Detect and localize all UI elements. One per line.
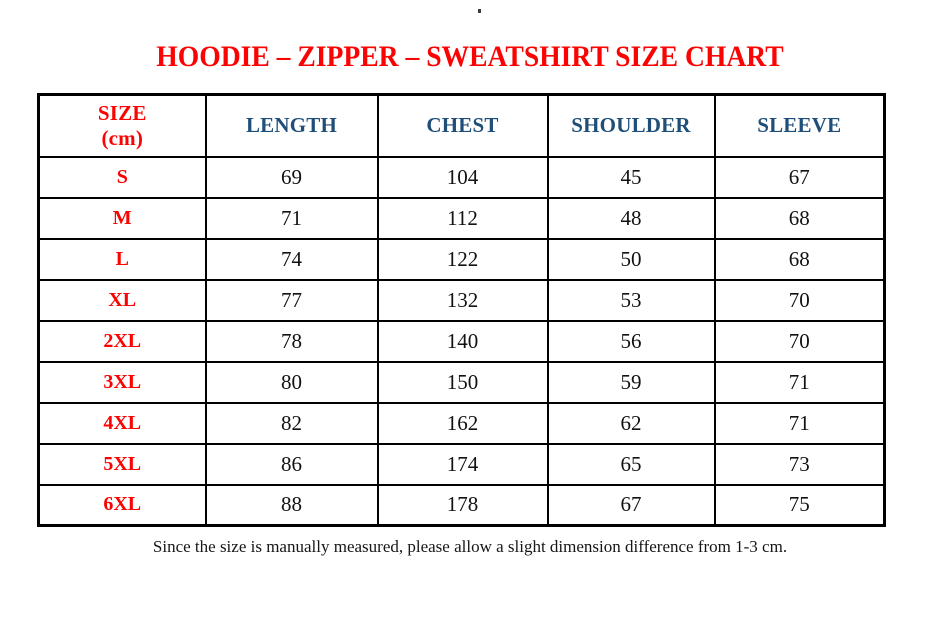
col-header-size-line2: (cm)	[101, 125, 144, 150]
cell-chest: 162	[376, 401, 549, 445]
cell-length: 80	[204, 360, 379, 404]
table-row: 5XL 86 174 65 73	[37, 442, 886, 486]
cell-chest: 104	[376, 155, 549, 199]
cell-length: 77	[204, 278, 379, 322]
cell-length: 88	[204, 483, 379, 527]
cell-chest: 178	[376, 483, 549, 527]
cell-shoulder: 48	[546, 196, 716, 240]
table-row: M 71 112 48 68	[37, 196, 886, 240]
cell-sleeve: 71	[713, 401, 886, 445]
table-row: 2XL 78 140 56 70	[37, 319, 886, 363]
row-label-size: 4XL	[37, 401, 207, 445]
cell-chest: 122	[376, 237, 549, 281]
table-row: L 74 122 50 68	[37, 237, 886, 281]
cell-length: 69	[204, 155, 379, 199]
col-header-chest: CHEST	[376, 93, 549, 158]
cell-shoulder: 56	[546, 319, 716, 363]
table-header-row: SIZE (cm) LENGTH CHEST SHOULDER SLEEVE	[37, 93, 886, 158]
cell-length: 71	[204, 196, 379, 240]
col-header-length: LENGTH	[204, 93, 379, 158]
row-label-size: 5XL	[37, 442, 207, 486]
cell-sleeve: 68	[713, 196, 886, 240]
cell-sleeve: 73	[713, 442, 886, 486]
table-row: 4XL 82 162 62 71	[37, 401, 886, 445]
cell-length: 78	[204, 319, 379, 363]
cell-length: 82	[204, 401, 379, 445]
col-header-size: SIZE (cm)	[37, 93, 207, 158]
cell-chest: 140	[376, 319, 549, 363]
cell-length: 74	[204, 237, 379, 281]
cell-sleeve: 71	[713, 360, 886, 404]
cell-chest: 174	[376, 442, 549, 486]
table-row: 6XL 88 178 67 75	[37, 483, 886, 527]
cell-shoulder: 45	[546, 155, 716, 199]
col-header-sleeve: SLEEVE	[713, 93, 886, 158]
cell-shoulder: 62	[546, 401, 716, 445]
size-chart-table: SIZE (cm) LENGTH CHEST SHOULDER SLEEVE S…	[37, 93, 886, 527]
page-title: HOODIE – ZIPPER – SWEATSHIRT SIZE CHART	[156, 40, 784, 73]
cell-chest: 112	[376, 196, 549, 240]
footer-note: Since the size is manually measured, ple…	[152, 537, 788, 556]
cell-sleeve: 70	[713, 278, 886, 322]
cell-shoulder: 65	[546, 442, 716, 486]
row-label-size: S	[37, 155, 207, 199]
cell-length: 86	[204, 442, 379, 486]
cell-shoulder: 50	[546, 237, 716, 281]
cell-sleeve: 70	[713, 319, 886, 363]
cell-chest: 150	[376, 360, 549, 404]
cell-shoulder: 67	[546, 483, 716, 527]
table-row: S 69 104 45 67	[37, 155, 886, 199]
cell-shoulder: 59	[546, 360, 716, 404]
cell-sleeve: 75	[713, 483, 886, 527]
row-label-size: 6XL	[37, 483, 207, 527]
cell-chest: 132	[376, 278, 549, 322]
stray-dot	[478, 9, 481, 13]
row-label-size: XL	[37, 278, 207, 322]
col-header-shoulder: SHOULDER	[546, 93, 716, 158]
col-header-size-line1: SIZE	[97, 100, 147, 125]
row-label-size: M	[37, 196, 207, 240]
table-row: XL 77 132 53 70	[37, 278, 886, 322]
cell-sleeve: 67	[713, 155, 886, 199]
row-label-size: 2XL	[37, 319, 207, 363]
row-label-size: L	[37, 237, 207, 281]
cell-sleeve: 68	[713, 237, 886, 281]
row-label-size: 3XL	[37, 360, 207, 404]
cell-shoulder: 53	[546, 278, 716, 322]
table-row: 3XL 80 150 59 71	[37, 360, 886, 404]
